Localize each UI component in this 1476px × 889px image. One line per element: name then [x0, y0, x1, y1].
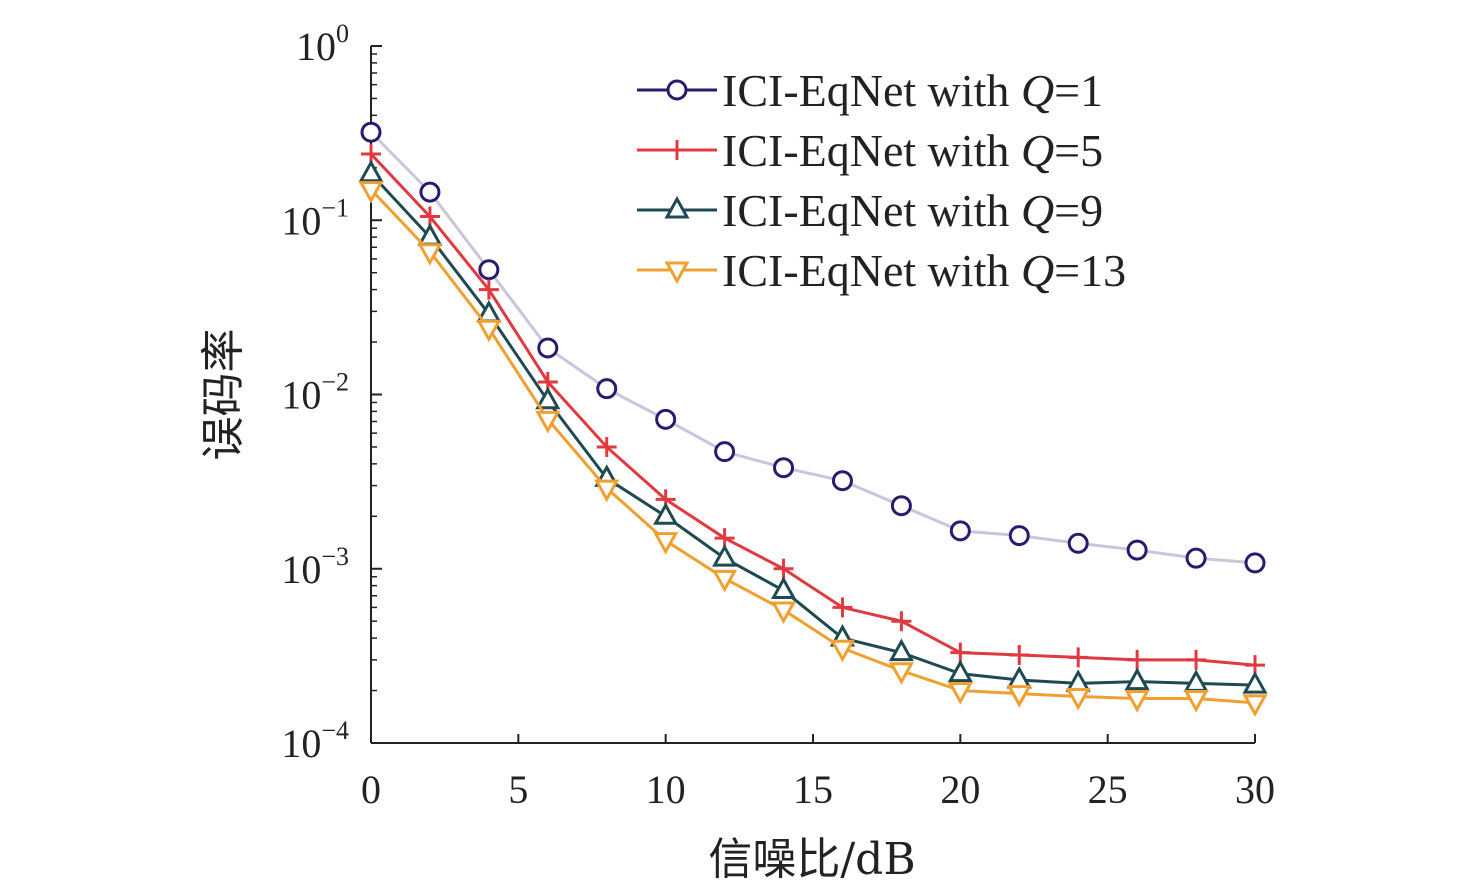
y-tick-label: 10−3 [281, 542, 349, 592]
triangle-up-marker [664, 195, 690, 219]
triangle-down-marker [1065, 687, 1091, 711]
triangle-up-marker [1065, 669, 1091, 692]
series-4 [358, 181, 1268, 717]
legend-label: ICI-EqNet with Q=13 [722, 245, 1126, 296]
x-tick-label: 15 [793, 767, 833, 812]
triangle-down-marker [1006, 685, 1032, 708]
x-axis-title: 信噪比/dB [708, 834, 915, 885]
series-1 [360, 121, 1266, 574]
legend-label: ICI-EqNet with Q=9 [722, 185, 1103, 236]
circle-marker [1008, 525, 1030, 547]
series-2 [361, 143, 1265, 676]
triangle-up-marker [888, 638, 914, 662]
circle-marker [831, 470, 853, 492]
triangle-up-marker [1242, 670, 1268, 694]
x-tick-label: 20 [940, 767, 980, 812]
circle-marker [360, 121, 382, 143]
triangle-down-marker [888, 662, 914, 685]
legend-label: ICI-EqNet with Q=1 [722, 65, 1103, 116]
triangle-up-marker [535, 386, 561, 410]
legend-entry-1: ICI-EqNet with Q=1 [637, 65, 1103, 116]
triangle-up-marker [1183, 669, 1209, 692]
triangle-down-marker [1183, 690, 1209, 713]
triangle-up-marker [358, 159, 384, 183]
triangle-up-marker [770, 576, 797, 600]
plus-marker [832, 597, 853, 618]
circle-marker [714, 441, 736, 463]
triangle-down-marker [594, 479, 620, 503]
axis-labels: 信噪比/dB 误码率 [198, 329, 916, 886]
circle-marker [1185, 547, 1207, 569]
plus-marker [667, 140, 687, 160]
plus-marker [1009, 644, 1030, 665]
x-tick-label: 5 [508, 767, 528, 812]
plus-marker [1127, 649, 1148, 670]
plus-marker [1068, 647, 1089, 668]
triangle-down-marker [770, 601, 797, 625]
circle-marker [596, 378, 618, 400]
x-tick-label: 0 [361, 767, 381, 812]
plus-marker [950, 642, 971, 663]
triangle-down-marker [653, 532, 679, 555]
plus-marker [773, 558, 794, 579]
triangle-up-marker [653, 502, 679, 525]
circle-marker [773, 457, 795, 479]
circle-marker [655, 408, 677, 430]
plus-marker [1186, 649, 1207, 670]
circle-marker [1126, 539, 1148, 561]
legend-label: ICI-EqNet with Q=5 [722, 125, 1103, 176]
circle-marker [949, 520, 971, 542]
y-tick-label: 10−2 [281, 368, 349, 418]
legend-entry-4: ICI-EqNet with Q=13 [637, 245, 1126, 296]
series-line [369, 152, 1256, 667]
triangle-down-marker [947, 682, 973, 705]
series-layer [358, 121, 1268, 717]
y-tick-label: 100 [296, 19, 349, 69]
plus-marker [891, 611, 912, 632]
series-3 [358, 159, 1268, 694]
circle-marker [537, 337, 559, 359]
circle-marker [890, 495, 912, 517]
plus-marker [478, 279, 499, 300]
triangle-down-marker [712, 569, 738, 593]
legend-entry-3: ICI-EqNet with Q=9 [637, 185, 1103, 236]
x-tick-label: 30 [1235, 767, 1275, 812]
triangle-up-marker [1124, 667, 1150, 691]
triangle-up-marker [712, 544, 738, 567]
series-line [369, 131, 1256, 565]
legend-entry-2: ICI-EqNet with Q=5 [637, 125, 1103, 176]
triangle-down-marker [358, 181, 384, 204]
plus-marker [596, 436, 617, 457]
series-line [369, 188, 1256, 705]
y-tick-label: 10−4 [281, 716, 349, 766]
x-tick-label: 25 [1088, 767, 1128, 812]
circle-marker [666, 79, 688, 101]
triangle-up-marker [947, 659, 973, 683]
triangle-down-marker [1242, 694, 1268, 717]
circle-marker [1067, 532, 1089, 554]
y-tick-label: 10−1 [281, 193, 349, 243]
circle-marker [1244, 552, 1266, 574]
triangle-down-marker [829, 639, 856, 663]
triangle-down-marker [535, 410, 561, 434]
y-axis-title: 误码率 [198, 329, 249, 461]
x-tick-label: 10 [646, 767, 686, 812]
axes: 0 5 10 15 20 25 30 100 10−1 10−2 10−3 10−4 [281, 19, 1275, 812]
series-line [369, 172, 1256, 687]
circle-marker [419, 181, 441, 203]
triangle-down-marker [1124, 690, 1150, 713]
triangle-down-marker [476, 319, 502, 343]
circle-marker [478, 259, 500, 281]
triangle-down-marker [664, 261, 690, 285]
legend: ICI-EqNet with Q=1 ICI-EqNet with Q=5 ICI-… [637, 65, 1126, 296]
triangle-down-marker [417, 243, 443, 266]
